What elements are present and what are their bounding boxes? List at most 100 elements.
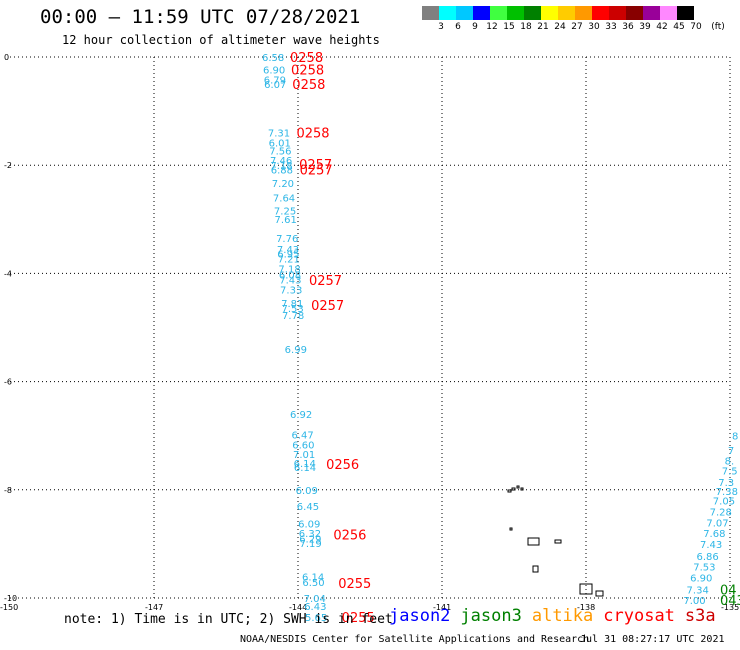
color-scale-tick: 21 [537, 22, 549, 32]
swh-value: 7.20 [272, 179, 294, 190]
swh-value: 7.19 [300, 539, 322, 550]
legend-s3a: s3a [684, 606, 716, 626]
island [532, 565, 539, 573]
credit-line: NOAA/NESDIS Center for Satellite Applica… [240, 634, 590, 645]
swh-value: 6.14 [294, 459, 316, 470]
color-swatch [524, 6, 541, 20]
lat-tick-label: -6 [4, 378, 12, 387]
map-subtitle: 12 hour collection of altimeter wave hei… [62, 33, 380, 47]
swh-value: 7.46 [270, 156, 292, 167]
units-note: note: 1) Time is in UTC; 2) SWH is in fe… [64, 612, 393, 627]
swh-value: 7.81 [281, 299, 303, 310]
swh-value: 6.88 [271, 166, 293, 177]
lon-tick-label: -135 [721, 603, 739, 612]
island [511, 487, 516, 491]
legend-altika: altika [531, 606, 594, 626]
swh-value: 7.53 [693, 563, 715, 574]
swh-value: 6.60 [292, 440, 314, 451]
lat-tick-label: -8 [4, 486, 12, 495]
time-label: 0257 [309, 274, 342, 289]
color-scale-tick: 15 [503, 22, 515, 32]
color-scale-tick: 24 [554, 22, 566, 32]
map-title: 00:00 – 11:59 UTC 07/28/2021 [40, 6, 361, 28]
lat-tick-label: -10 [4, 594, 17, 603]
island [507, 489, 512, 493]
swh-value: 6.32 [299, 529, 321, 540]
swh-value: 6.09 [296, 486, 318, 497]
time-label: 0255 [338, 577, 371, 592]
color-scale-tick: 36 [622, 22, 634, 32]
time-label: 0258 [292, 78, 325, 93]
swh-value: 6.43 [304, 602, 326, 613]
color-scale-tick: 6 [455, 22, 461, 32]
time-label: 0258 [290, 51, 323, 66]
lat-tick-label: -4 [4, 269, 12, 278]
island [516, 485, 520, 489]
swh-value: 7.78 [282, 311, 304, 322]
color-scale-tick: 12 [486, 22, 498, 32]
color-scale-tick: 70 [690, 22, 702, 32]
swh-value: 7.21 [278, 254, 300, 265]
color-swatch [575, 6, 592, 20]
color-swatch [558, 6, 575, 20]
lon-tick-label: -150 [0, 603, 18, 612]
lon-tick-label: -141 [433, 603, 451, 612]
swh-value: 7.3 [718, 478, 734, 489]
swh-value: 7.68 [703, 529, 725, 540]
swh-value: 6.47 [292, 431, 314, 442]
swh-value: 7.61 [275, 215, 297, 226]
swh-value: 7.00 [683, 596, 705, 607]
swh-value: 6.58 [262, 53, 284, 64]
island [520, 487, 524, 491]
color-swatch [643, 6, 660, 20]
color-scale-tick: 45 [673, 22, 685, 32]
color-swatch [626, 6, 643, 20]
swh-value: 6.01 [269, 138, 291, 149]
lat-tick-label: -2 [4, 161, 12, 170]
satellite-legend: jason2 jason3 altika cryosat s3a [389, 606, 726, 626]
swh-value: 7.07 [706, 518, 728, 529]
color-scale-unit: (ft) [711, 22, 725, 32]
swh-value: 7.43 [700, 540, 722, 551]
swh-value: 8. [725, 457, 735, 468]
color-swatch [507, 6, 524, 20]
color-swatch [490, 6, 507, 20]
swh-value: 6.90 [263, 65, 285, 76]
time-label: 043 [720, 594, 740, 609]
swh-value: 7.76 [276, 234, 298, 245]
time-label: 0257 [300, 164, 333, 179]
swh-value: 7.53 [281, 304, 303, 315]
island [595, 590, 604, 597]
color-scale-tick: 42 [656, 22, 668, 32]
time-label: 04 [720, 583, 737, 598]
swh-value: 7 [728, 446, 734, 457]
time-label: 0256 [326, 458, 359, 473]
swh-value: 6.95 [277, 249, 299, 260]
swh-value: 7.33 [280, 286, 302, 297]
swh-value: 6.08 [279, 270, 301, 281]
time-label: 0258 [296, 127, 329, 142]
swh-value: 6.86 [696, 552, 718, 563]
island [579, 583, 593, 595]
color-swatch [609, 6, 626, 20]
swh-value: 6.92 [290, 410, 312, 421]
color-swatch [422, 6, 439, 20]
legend-jason3: jason3 [460, 606, 522, 626]
color-swatch [592, 6, 609, 20]
time-label: 0257 [299, 158, 332, 173]
color-swatch [456, 6, 473, 20]
island [509, 527, 513, 531]
color-scale-labels: 3 6 9 12 15 18 21 24 27 30 33 36 39 42 45 70 (ft) [422, 22, 732, 34]
swh-value: 8 [732, 432, 738, 443]
swh-value: 6.50 [302, 578, 324, 589]
swh-value: 7.31 [268, 129, 290, 140]
swh-value: 6.90 [690, 573, 712, 584]
swh-value: 7.5 [722, 466, 738, 477]
swh-value: 7.01 [293, 450, 315, 461]
island [527, 537, 540, 546]
time-label: 0255 [342, 611, 375, 626]
color-scale-tick: 3 [438, 22, 444, 32]
swh-value: 7.18 [270, 161, 292, 172]
color-swatch [677, 6, 694, 20]
